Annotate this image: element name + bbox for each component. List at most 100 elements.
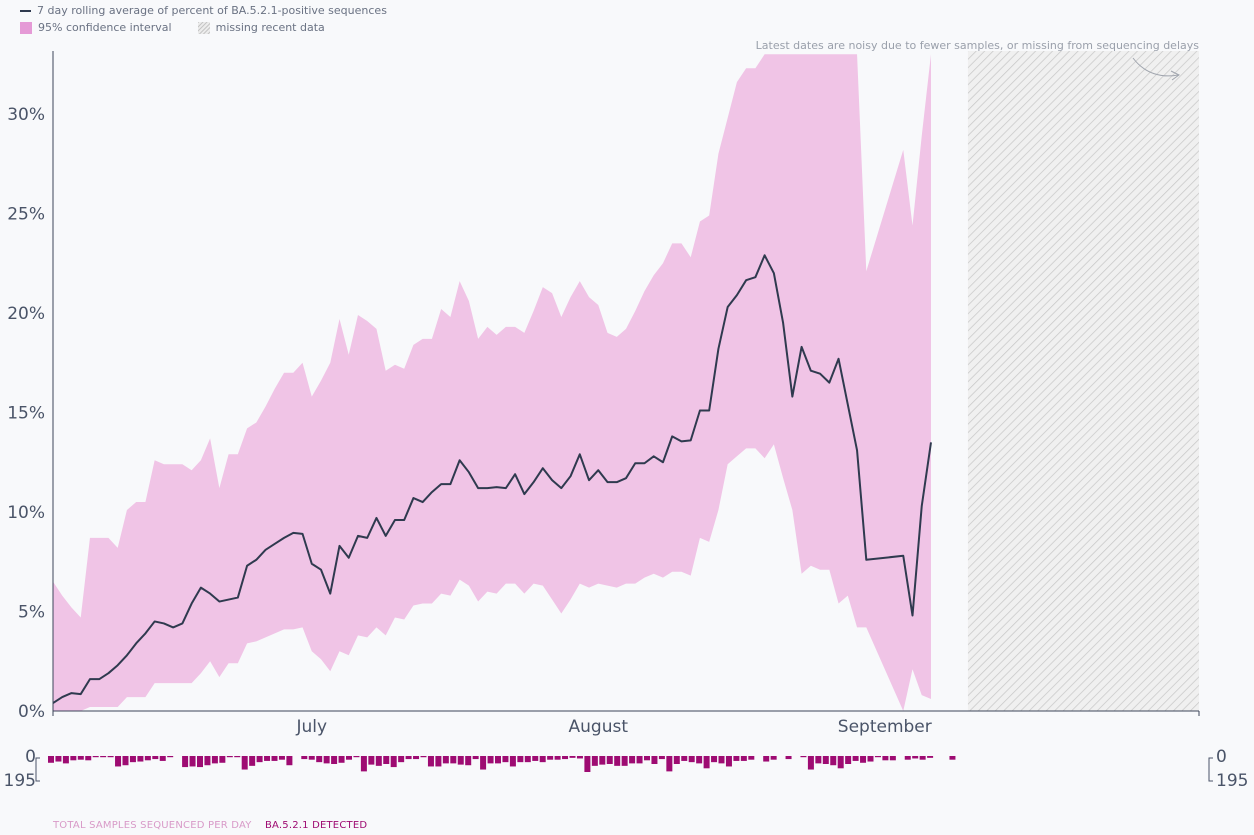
bar-detected: [517, 756, 524, 763]
bar-detected: [77, 756, 84, 760]
bar-detected: [837, 756, 844, 769]
legend: 7 day rolling average of percent of BA.5…: [20, 2, 387, 36]
bar-detected: [189, 756, 196, 767]
legend-missing-swatch: [197, 21, 210, 34]
bar-detected: [785, 756, 792, 760]
annotation-arrow: [1132, 57, 1179, 77]
bar-detected: [107, 756, 114, 758]
bar-detected: [55, 756, 62, 762]
bar-detected: [949, 756, 956, 760]
bar-detected: [308, 756, 315, 760]
bar-y-tick-0: 0: [25, 747, 36, 767]
bar-detected: [562, 756, 569, 760]
bottom-legend: TOTAL SAMPLES SEQUENCED PER DAY BA.5.2.1…: [53, 820, 367, 831]
bar-detected: [323, 756, 330, 764]
x-tick-label: August: [569, 717, 629, 737]
bar-detected: [867, 756, 874, 762]
bar-detected: [718, 756, 725, 764]
bar-detected: [547, 756, 554, 760]
bar-detected: [621, 756, 628, 766]
bar-detected: [599, 756, 606, 765]
y-tick-label: 0%: [18, 702, 45, 722]
bar-detected: [845, 756, 852, 764]
bar-detected: [197, 756, 203, 768]
bar-detected: [234, 756, 241, 758]
bar-detected: [919, 756, 926, 760]
bar-detected: [241, 756, 248, 770]
bar-detected: [606, 756, 613, 764]
bar-detected: [92, 756, 99, 758]
legend-line-label: 7 day rolling average of percent of BA.5…: [37, 4, 387, 17]
legend-ci-row: 95% confidence interval missing recent d…: [20, 19, 387, 36]
bar-detected: [159, 756, 166, 761]
bar-detected: [725, 756, 732, 767]
legend-detected: BA.5.2.1 DETECTED: [264, 820, 368, 831]
bar-detected: [509, 756, 516, 767]
bar-detected: [666, 756, 673, 772]
bar-detected: [636, 756, 643, 764]
bar-detected: [912, 756, 919, 759]
bar-detected: [405, 756, 412, 760]
bar-detected: [904, 756, 911, 760]
legend-line-swatch: [20, 9, 31, 12]
bar-detected: [763, 756, 770, 762]
y-tick-label: 10%: [7, 503, 45, 523]
bar-detected: [204, 756, 211, 766]
bar-detected: [144, 756, 151, 761]
bar-detected: [226, 756, 233, 758]
bar-detected: [465, 756, 472, 766]
bar-detected: [822, 756, 829, 764]
bar-detected: [852, 756, 859, 761]
bar-detected: [703, 756, 710, 769]
bar-detected: [62, 756, 69, 764]
bar-detected: [450, 756, 457, 764]
bar-detected: [390, 756, 397, 768]
bar-detected: [85, 756, 92, 761]
bar-right-tick-195: 195: [1216, 771, 1248, 791]
bar-detected: [584, 756, 591, 772]
legend-ci-swatch: [20, 21, 32, 34]
bar-detected: [629, 756, 636, 764]
bar-detected: [860, 756, 867, 763]
bar-detected: [480, 756, 487, 770]
bar-right-tick-0: 0: [1216, 747, 1227, 767]
bar-detected: [457, 756, 464, 765]
bar-detected: [256, 756, 263, 763]
bar-detected: [807, 756, 814, 770]
bar-detected: [100, 756, 107, 758]
bar-detected: [338, 756, 345, 763]
bar-detected: [301, 756, 308, 760]
bar-detected: [70, 756, 77, 761]
bar-detected: [532, 756, 539, 761]
bar-detected: [360, 756, 367, 772]
bar-detected: [211, 756, 218, 764]
annotation-arrowhead: [1170, 70, 1180, 81]
bar-detected: [420, 756, 427, 758]
bar-detected: [427, 756, 434, 767]
bar-detected: [264, 756, 271, 761]
bar-detected: [442, 756, 449, 764]
bar-detected: [487, 756, 494, 764]
bar-detected: [346, 756, 352, 760]
bar-detected: [383, 756, 390, 764]
bar-detected: [398, 756, 405, 763]
y-tick-label: 5%: [18, 603, 45, 623]
recent-data-annotation: Latest dates are noisy due to fewer samp…: [755, 39, 1199, 52]
y-tick-label: 15%: [7, 404, 45, 424]
bar-detected: [681, 756, 688, 761]
bar-detected: [48, 756, 54, 763]
bar-detected: [748, 756, 755, 760]
bar-detected: [129, 756, 136, 763]
bar-detected: [658, 756, 665, 760]
bar-detected: [696, 756, 703, 764]
bar-detected: [286, 756, 293, 766]
x-tick-label: July: [295, 717, 327, 737]
bar-detected: [815, 756, 822, 764]
bar-detected: [435, 756, 442, 767]
bar-detected: [830, 756, 837, 766]
bar-detected: [800, 756, 807, 758]
bar-right-bracket: [1208, 757, 1213, 782]
bar-detected: [591, 756, 598, 766]
bar-detected: [413, 756, 420, 760]
